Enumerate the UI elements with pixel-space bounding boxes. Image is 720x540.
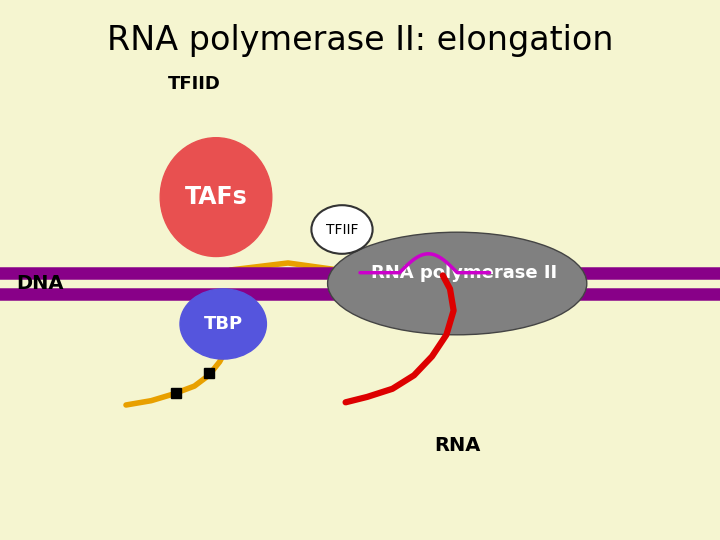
Text: DNA: DNA <box>16 274 63 293</box>
Text: RNA polymerase II: elongation: RNA polymerase II: elongation <box>107 24 613 57</box>
Text: TAFs: TAFs <box>184 185 248 209</box>
Text: TFIID: TFIID <box>168 75 221 93</box>
Ellipse shape <box>328 232 587 335</box>
Ellipse shape <box>180 289 266 359</box>
Ellipse shape <box>311 205 373 254</box>
Text: TFIIF: TFIIF <box>325 222 359 237</box>
Ellipse shape <box>160 138 272 256</box>
Text: RNA polymerase II: RNA polymerase II <box>372 264 557 282</box>
Text: RNA: RNA <box>434 436 480 455</box>
Text: TBP: TBP <box>204 315 243 333</box>
